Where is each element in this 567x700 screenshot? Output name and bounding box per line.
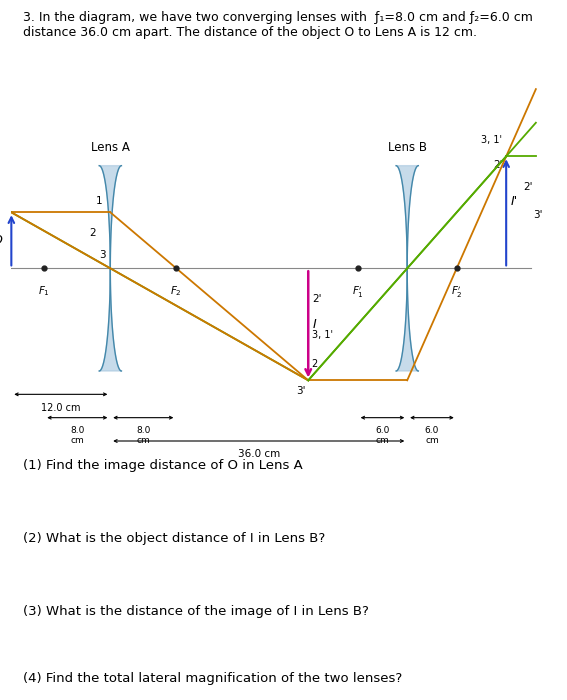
Text: I': I' [511, 195, 518, 208]
Text: 12.0 cm: 12.0 cm [41, 402, 81, 413]
Text: 3': 3' [297, 386, 306, 396]
Text: 8.0
cm: 8.0 cm [70, 426, 84, 445]
Polygon shape [99, 166, 121, 371]
Text: 3': 3' [534, 210, 543, 220]
Text: $F_2$: $F_2$ [170, 285, 182, 298]
Text: O: O [0, 234, 2, 247]
Text: I: I [312, 318, 316, 331]
Text: 2': 2' [523, 182, 533, 192]
Text: Lens A: Lens A [91, 141, 130, 154]
Text: (2) What is the object distance of I in Lens B?: (2) What is the object distance of I in … [23, 532, 325, 545]
Text: 3. In the diagram, we have two converging lenses with  ƒ₁=8.0 cm and ƒ₂=6.0 cm: 3. In the diagram, we have two convergin… [23, 10, 532, 24]
Text: (4) Find the total lateral magnification of the two lenses?: (4) Find the total lateral magnification… [23, 672, 402, 685]
Text: 2': 2' [494, 160, 503, 171]
Text: $F_2'$: $F_2'$ [451, 285, 463, 300]
Text: 3, 1': 3, 1' [312, 330, 333, 340]
Text: 1: 1 [96, 196, 103, 206]
Text: 2': 2' [312, 294, 321, 304]
Text: $F_1$: $F_1$ [39, 285, 50, 298]
Text: 2: 2 [90, 228, 96, 238]
Text: 6.0
cm: 6.0 cm [375, 426, 390, 445]
Text: 8.0
cm: 8.0 cm [136, 426, 150, 445]
Text: distance 36.0 cm apart. The distance of the object Ο to Lens A is 12 cm.: distance 36.0 cm apart. The distance of … [23, 26, 477, 39]
Text: 6.0
cm: 6.0 cm [425, 426, 439, 445]
Text: 36.0 cm: 36.0 cm [238, 449, 280, 459]
Text: $F_1'$: $F_1'$ [352, 285, 363, 300]
Text: (1) Find the image distance of Ο in Lens A: (1) Find the image distance of Ο in Lens… [23, 458, 302, 472]
Text: 2: 2 [311, 359, 318, 369]
Text: 3: 3 [100, 250, 106, 260]
Text: (3) What is the distance of the image of I in Lens B?: (3) What is the distance of the image of… [23, 606, 369, 619]
Polygon shape [396, 166, 418, 371]
Text: Lens B: Lens B [388, 141, 427, 154]
Text: 3, 1': 3, 1' [481, 135, 502, 146]
